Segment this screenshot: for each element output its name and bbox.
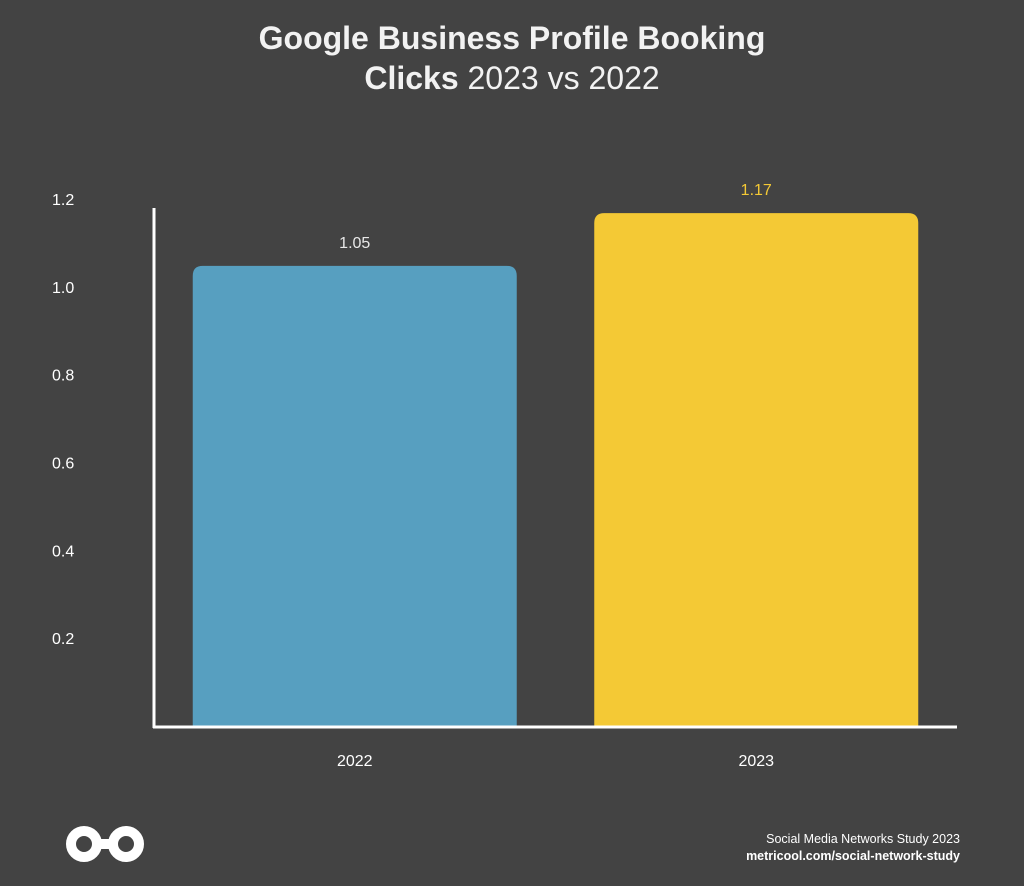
title-line-2-bold: Clicks (364, 60, 459, 96)
footer-url: metricool.com/social-network-study (746, 849, 960, 863)
y-tick-label: 0.4 (52, 543, 74, 560)
footer-study: Social Media Networks Study 2023 (766, 832, 960, 846)
y-tick-label: 1.0 (52, 280, 74, 297)
y-tick-label: 1.2 (52, 192, 74, 209)
x-tick-label: 2022 (337, 753, 373, 770)
bar-2023 (594, 213, 919, 728)
footer-source: Social Media Networks Study 2023 metrico… (746, 831, 960, 865)
y-tick-label: 0.2 (52, 631, 74, 648)
y-tick-label: 0.6 (52, 456, 74, 473)
title-line-2-rest: 2023 vs 2022 (458, 60, 660, 96)
chart-title: Google Business Profile Booking Clicks 2… (0, 18, 1024, 98)
bar-2022 (192, 265, 517, 727)
y-tick-label: 0.8 (52, 368, 74, 385)
metricool-infinity-icon (66, 826, 144, 862)
title-line-1: Google Business Profile Booking (258, 20, 766, 56)
bar-value-label: 1.05 (339, 235, 370, 252)
bar-value-label: 1.17 (741, 182, 772, 199)
title-line-2: Clicks 2023 vs 2022 (0, 58, 1024, 98)
x-tick-label: 2023 (738, 753, 774, 770)
